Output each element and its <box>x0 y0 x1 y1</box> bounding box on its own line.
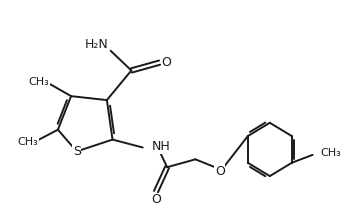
Text: O: O <box>161 56 171 69</box>
Text: CH₃: CH₃ <box>29 77 49 87</box>
Text: NH: NH <box>152 140 171 153</box>
Text: H₂N: H₂N <box>85 38 109 51</box>
Text: CH₃: CH₃ <box>320 148 341 158</box>
Text: CH₃: CH₃ <box>17 137 38 147</box>
Text: S: S <box>73 145 81 158</box>
Text: O: O <box>151 193 161 206</box>
Text: O: O <box>215 165 225 178</box>
